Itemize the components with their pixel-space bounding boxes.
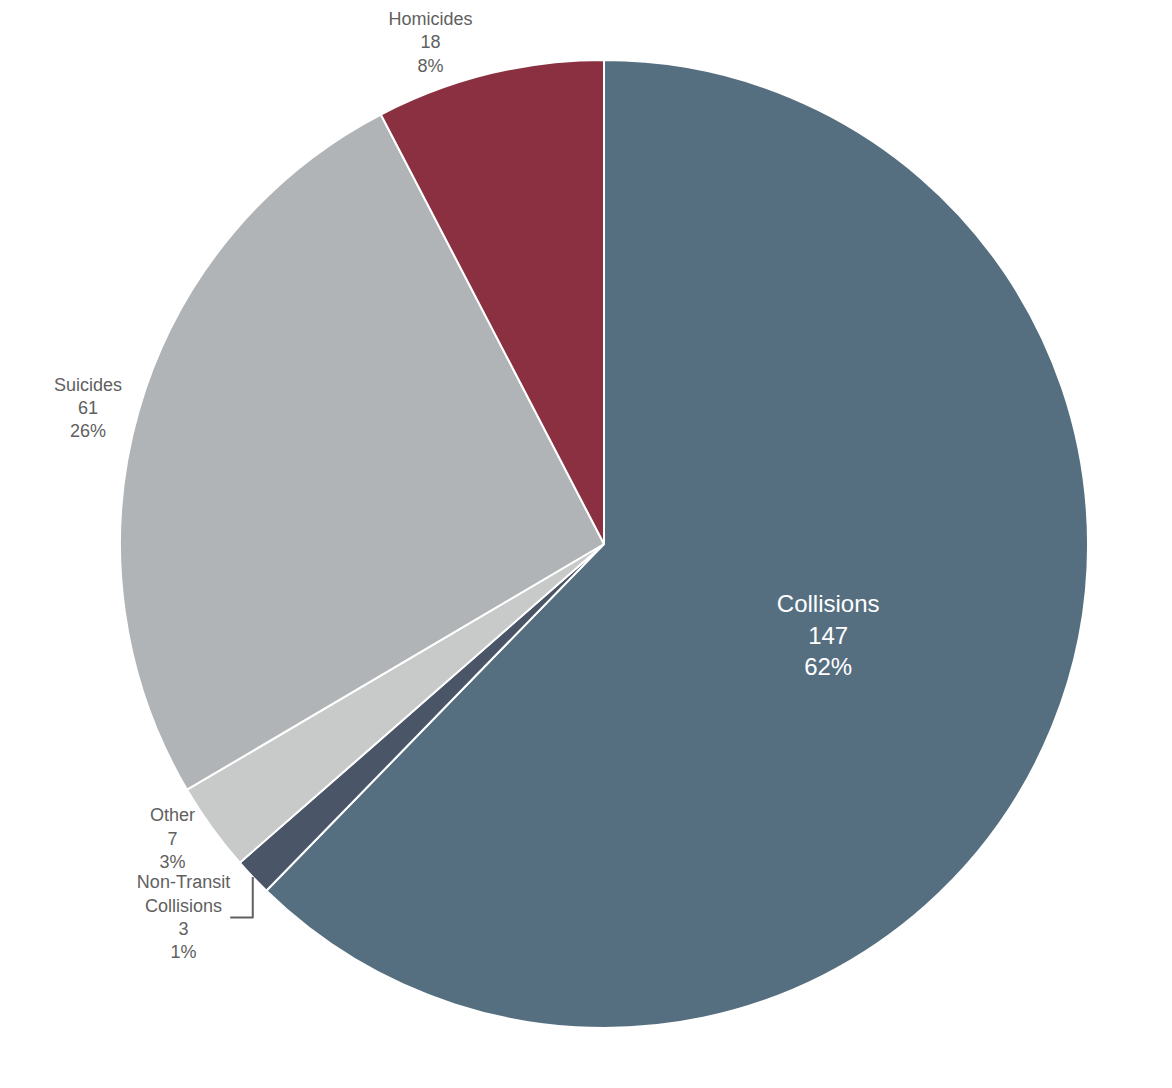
svg-text:Collisions14762%: Collisions14762% [777,590,880,679]
svg-text:Other73%: Other73% [150,805,195,872]
svg-text:Non-TransitCollisions31%: Non-TransitCollisions31% [137,872,230,962]
svg-text:Suicides6126%: Suicides6126% [54,375,122,442]
svg-text:Homicides188%: Homicides188% [388,9,472,76]
